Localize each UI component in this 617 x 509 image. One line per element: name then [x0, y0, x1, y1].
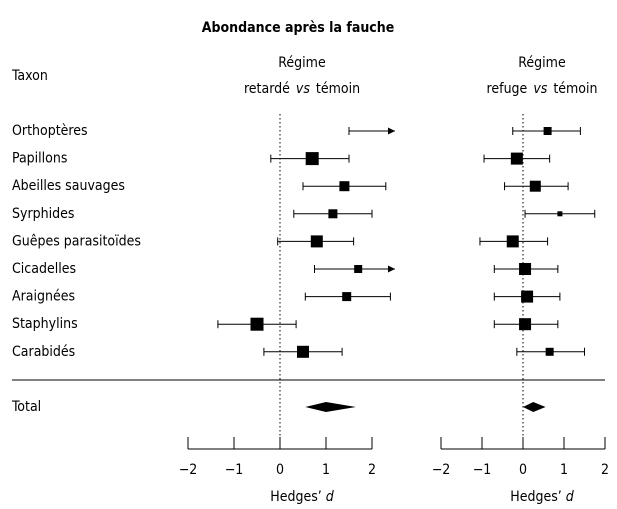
effect-marker — [342, 292, 352, 302]
x-tick-label: −2 — [179, 462, 198, 478]
total-diamond — [523, 402, 546, 412]
x-tick-label: −2 — [432, 462, 451, 478]
row-header: Taxon — [11, 68, 48, 84]
taxon-label: Staphylins — [12, 316, 78, 332]
x-label-part: d — [326, 489, 335, 505]
taxon-label: Araignées — [12, 289, 75, 305]
column-title: Régime — [518, 55, 566, 71]
x-label-part: Hedges’ — [270, 489, 322, 505]
chart-title: Abondance après la fauche — [202, 20, 395, 36]
effect-marker — [339, 181, 350, 192]
total-diamond — [305, 402, 356, 412]
x-axis-label: Hedges’ d — [270, 489, 335, 505]
taxon-label: Cicadelles — [12, 261, 76, 277]
subtitle-part: retardé — [244, 81, 290, 97]
x-label-part: Hedges’ — [510, 489, 562, 505]
ci-arrow — [388, 265, 395, 273]
x-label-part: d — [566, 489, 575, 505]
effect-marker — [310, 235, 323, 248]
taxon-label: Syrphides — [12, 206, 74, 222]
effect-marker — [557, 211, 563, 217]
x-tick-label: 1 — [322, 462, 330, 478]
effect-marker — [297, 345, 309, 358]
x-tick-label: 2 — [368, 462, 376, 478]
x-tick-label: 2 — [601, 462, 609, 478]
x-tick-label: 0 — [276, 462, 284, 478]
ci-arrow — [388, 127, 395, 135]
effect-marker — [519, 318, 532, 331]
effect-marker — [519, 263, 532, 275]
subtitle-part: témoin — [316, 81, 360, 97]
x-tick-label: −1 — [225, 462, 244, 478]
x-tick-label: −1 — [473, 462, 492, 478]
taxon-label: Guêpes parasitoïdes — [12, 233, 141, 249]
effect-marker — [250, 317, 264, 331]
x-axis-label: Hedges’ d — [510, 489, 575, 505]
effect-marker — [510, 152, 523, 165]
column-subtitle: refuge vs témoin — [487, 81, 598, 97]
effect-marker — [543, 127, 552, 135]
taxon-label: Orthoptères — [12, 123, 88, 139]
taxon-label: Carabidés — [12, 344, 75, 360]
effect-marker — [354, 265, 363, 273]
effect-marker — [305, 152, 319, 166]
subtitle-part: vs — [296, 81, 310, 97]
taxon-label: Abeilles sauvages — [12, 178, 125, 194]
total-label: Total — [11, 399, 41, 415]
effect-marker — [521, 290, 534, 303]
effect-marker — [545, 347, 554, 356]
subtitle-part: refuge — [487, 81, 528, 97]
effect-marker — [529, 180, 541, 192]
taxon-label: Papillons — [12, 151, 67, 167]
effect-marker — [328, 209, 338, 219]
subtitle-part: témoin — [553, 81, 597, 97]
column-title: Régime — [278, 55, 326, 71]
x-tick-label: 1 — [560, 462, 568, 478]
subtitle-part: vs — [533, 81, 547, 97]
effect-marker — [506, 235, 519, 248]
x-tick-label: 0 — [519, 462, 527, 478]
column-subtitle: retardé vs témoin — [244, 81, 360, 97]
